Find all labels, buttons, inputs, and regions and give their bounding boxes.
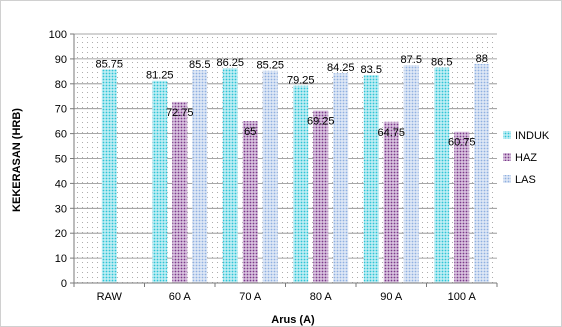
data-label: 83.5 [361, 64, 382, 76]
bar-haz [383, 121, 399, 284]
y-tick-label: 90 [55, 54, 67, 66]
gridlines [74, 33, 497, 259]
data-label: 81.25 [146, 70, 174, 82]
x-tick-label: 100 A [448, 291, 477, 303]
y-axis-ticks: 0 10 20 30 40 50 60 70 80 90 100 [49, 29, 74, 290]
bar-induk [222, 68, 238, 283]
bars [101, 63, 490, 284]
bar-las [333, 73, 349, 283]
y-tick-label: 0 [61, 278, 67, 290]
data-label: 87.5 [401, 54, 422, 66]
data-label: 85.5 [189, 59, 210, 71]
legend: INDUK HAZ LAS [503, 130, 550, 186]
data-label: 85.25 [256, 60, 284, 72]
bar-haz [454, 131, 470, 283]
y-tick-label: 100 [49, 29, 67, 41]
legend-swatch-las [503, 175, 511, 183]
x-tick-label: 80 A [310, 291, 333, 303]
y-tick-label: 60 [55, 129, 67, 141]
data-label: 72.75 [166, 107, 194, 119]
data-label: 79.25 [287, 75, 315, 87]
y-tick-label: 20 [55, 228, 67, 240]
data-label: 84.25 [327, 62, 355, 74]
bar-las [262, 70, 278, 283]
bar-haz [172, 101, 188, 283]
x-axis-ticks: RAW 60 A 70 A 80 A 90 A 100 A [73, 283, 498, 303]
bar-induk [101, 69, 117, 283]
bar-induk [434, 67, 450, 284]
data-label: 85.75 [95, 58, 123, 70]
legend-swatch-induk [503, 131, 511, 139]
y-tick-label: 30 [55, 203, 67, 215]
data-label: 64.75 [377, 127, 405, 139]
y-tick-label: 70 [55, 104, 67, 116]
data-label: 60.75 [448, 137, 476, 149]
data-label: 65 [244, 126, 256, 138]
bar-las [474, 63, 490, 283]
x-tick-label: 60 A [169, 291, 192, 303]
x-axis-title: Arus (A) [271, 314, 315, 326]
bar-induk [152, 80, 168, 283]
y-tick-label: 80 [55, 79, 67, 91]
bar-haz [313, 110, 329, 283]
legend-label-haz: HAZ [515, 152, 537, 164]
legend-label-las: LAS [515, 174, 536, 186]
y-tick-label: 50 [55, 154, 67, 166]
x-tick-label: 90 A [380, 291, 403, 303]
bar-las [403, 65, 419, 283]
legend-label-induk: INDUK [515, 130, 550, 142]
data-label: 88 [476, 53, 488, 65]
legend-swatch-haz [503, 153, 511, 161]
bar-haz [242, 121, 258, 284]
bar-induk [363, 75, 379, 284]
bar-las [192, 70, 208, 283]
y-tick-label: 40 [55, 178, 67, 190]
y-tick-label: 10 [55, 253, 67, 265]
data-label: 86.5 [431, 57, 452, 69]
x-tick-label: 70 A [239, 291, 262, 303]
data-label: 69.25 [307, 116, 335, 128]
data-label: 86.25 [216, 57, 244, 69]
x-tick-label: RAW [97, 291, 123, 303]
bar-induk [293, 85, 309, 283]
y-axis-title: KEKERASAN (HRB) [11, 108, 23, 212]
